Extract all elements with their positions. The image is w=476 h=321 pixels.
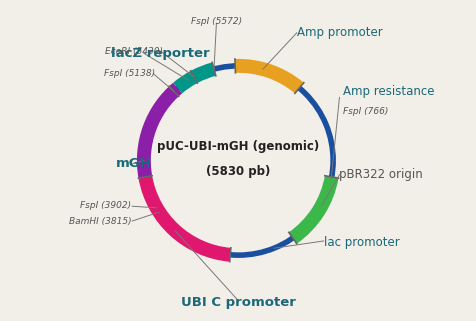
Text: (5830 pb): (5830 pb) bbox=[206, 165, 270, 178]
Text: FspI (5138): FspI (5138) bbox=[104, 69, 155, 78]
Text: EcoRI (5430): EcoRI (5430) bbox=[105, 47, 162, 56]
Text: UBI C promoter: UBI C promoter bbox=[181, 296, 295, 309]
Text: mGH: mGH bbox=[115, 157, 151, 170]
Text: lac promoter: lac promoter bbox=[323, 236, 398, 249]
Text: FspI (3902): FspI (3902) bbox=[80, 201, 131, 210]
Text: Amp resistance: Amp resistance bbox=[342, 85, 433, 98]
Text: FspI (5572): FspI (5572) bbox=[190, 17, 241, 26]
Text: Amp promoter: Amp promoter bbox=[296, 26, 382, 39]
Text: FspI (766): FspI (766) bbox=[342, 107, 387, 116]
Text: pBR322 origin: pBR322 origin bbox=[339, 168, 422, 181]
Text: BamHI (3815): BamHI (3815) bbox=[69, 217, 131, 226]
Text: pUC-UBI-mGH (genomic): pUC-UBI-mGH (genomic) bbox=[157, 140, 319, 153]
Text: lacZ reporter: lacZ reporter bbox=[110, 47, 209, 60]
